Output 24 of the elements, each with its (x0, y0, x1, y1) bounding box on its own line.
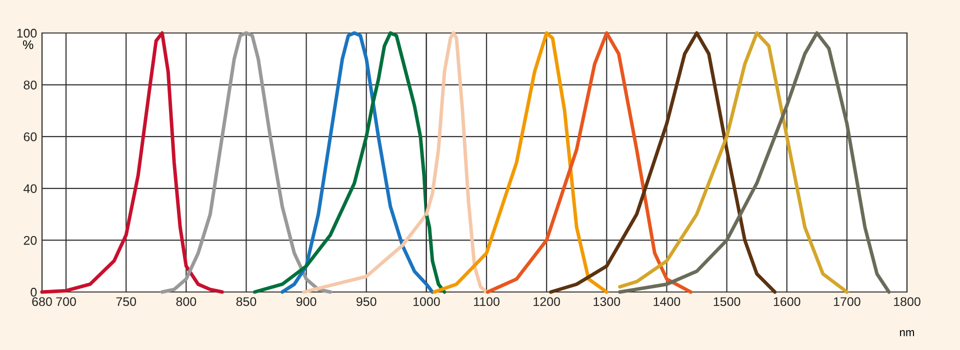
x-tick-label: 1600 (774, 297, 800, 306)
x-tick-label: 900 (296, 297, 316, 306)
y-axis-title: % (23, 40, 34, 50)
x-tick-label: 1500 (714, 297, 740, 306)
y-tick-label: 100 (17, 28, 37, 38)
x-tick-label: 680 (32, 297, 52, 306)
y-tick-label: 40 (24, 184, 37, 194)
x-tick-label: 1200 (534, 297, 560, 306)
x-tick-label: 750 (116, 297, 136, 306)
x-tick-label: 1700 (834, 297, 860, 306)
x-tick-label: 1100 (474, 297, 500, 306)
y-tick-label: 60 (24, 132, 37, 142)
x-tick-label: 1800 (894, 297, 920, 306)
x-tick-label: 950 (356, 297, 376, 306)
x-tick-label: 1300 (594, 297, 620, 306)
y-tick-label: 20 (24, 236, 37, 245)
x-tick-label: 1400 (654, 297, 680, 306)
x-axis-title: nm (900, 330, 914, 336)
y-tick-label: 0 (30, 288, 37, 297)
x-tick-label: 800 (176, 297, 196, 306)
x-tick-label: 850 (236, 297, 256, 306)
x-tick-label: 700 (56, 297, 76, 306)
y-tick-label: 80 (24, 80, 37, 90)
x-tick-label: 1000 (413, 297, 440, 306)
